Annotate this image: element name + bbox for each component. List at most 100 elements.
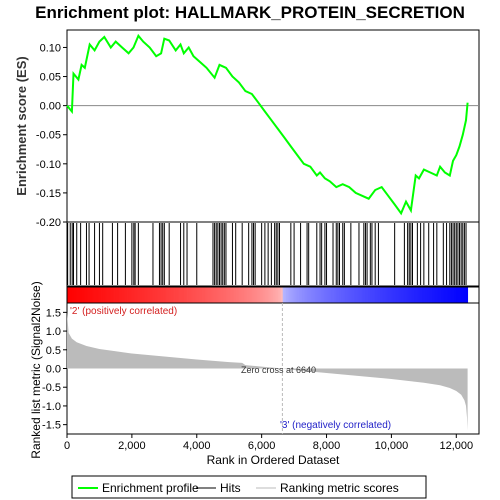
heatmap-cell: [459, 287, 462, 303]
heatmap-cell: [217, 287, 220, 303]
heatmap-cell: [381, 287, 384, 303]
heatmap-panel: [66, 286, 480, 304]
heatmap-cell: [130, 287, 133, 303]
heatmap-cell: [88, 287, 91, 303]
heatmap-cell: [152, 287, 155, 303]
heatmap-cell: [169, 287, 172, 303]
heatmap-cell: [227, 287, 230, 303]
legend-label: Ranking metric scores: [280, 481, 399, 495]
es-y-tick-label: -0.05: [36, 130, 61, 142]
x-tick-label: 8,000: [313, 440, 341, 452]
heatmap-cell: [362, 287, 365, 303]
x-tick-label: 4,000: [183, 440, 211, 452]
heatmap-cell: [388, 287, 391, 303]
heatmap-cell: [81, 287, 84, 303]
heatmap-cell: [279, 287, 282, 303]
heatmap-cell: [206, 287, 209, 303]
heatmap-cell: [297, 287, 300, 303]
x-tick-label: 10,000: [375, 440, 409, 452]
es-y-tick-label: 0.05: [40, 72, 61, 84]
heatmap-cell: [260, 287, 263, 303]
heatmap-cell: [406, 287, 409, 303]
heatmap-cell: [284, 287, 287, 303]
heatmap-cell: [274, 287, 277, 303]
heatmap-cell: [175, 287, 178, 303]
heatmap-cell: [238, 287, 241, 303]
heatmap-cell: [164, 287, 167, 303]
heatmap-cell: [464, 287, 467, 303]
heatmap-cell: [266, 287, 269, 303]
heatmap-cell: [195, 287, 198, 303]
heatmap-cell: [115, 287, 118, 303]
heatmap-cell: [352, 287, 355, 303]
heatmap-cell: [444, 287, 447, 303]
heatmap-cell: [208, 287, 211, 303]
heatmap-cell: [370, 287, 373, 303]
heatmap-cell: [125, 287, 128, 303]
heatmap-cell: [354, 287, 357, 303]
heatmap-cell: [253, 287, 256, 303]
metric-y-tick-label: 1.0: [46, 326, 61, 338]
heatmap-cell: [248, 287, 251, 303]
es-y-tick-label: 0.10: [40, 42, 61, 54]
heatmap-cell: [225, 287, 228, 303]
heatmap-cell: [399, 287, 402, 303]
heatmap-cell: [394, 287, 397, 303]
heatmap-cell: [167, 287, 170, 303]
heatmap-cell: [456, 287, 459, 303]
zero-cross-label: Zero cross at 6640: [241, 365, 316, 375]
heatmap-cell: [154, 287, 157, 303]
heatmap-cell: [422, 287, 425, 303]
heatmap-cell: [298, 287, 301, 303]
heatmap-cell: [144, 287, 147, 303]
heatmap-cell: [148, 287, 151, 303]
heatmap-cell: [110, 287, 113, 303]
heatmap-cell: [303, 287, 306, 303]
heatmap-cell: [323, 287, 326, 303]
heatmap-cell: [457, 287, 460, 303]
heatmap-cell: [232, 287, 235, 303]
heatmap-cell: [135, 287, 138, 303]
heatmap-cell: [75, 287, 78, 303]
heatmap-cell: [307, 287, 310, 303]
heatmap-cell: [212, 287, 216, 303]
heatmap-cell: [92, 287, 95, 303]
heatmap-cell: [308, 287, 311, 303]
es-y-tick-label: 0.00: [40, 101, 61, 113]
heatmap-cell: [138, 287, 141, 303]
heatmap-cell: [190, 287, 193, 303]
heatmap-cell: [157, 287, 160, 303]
heatmap-cell: [344, 287, 347, 303]
heatmap-cell: [203, 287, 206, 303]
es-y-tick-label: -0.15: [36, 188, 61, 200]
heatmap-cell: [268, 287, 271, 303]
heatmap-cell: [383, 287, 386, 303]
heatmap-cell: [282, 287, 285, 303]
heatmap-cell: [428, 287, 431, 303]
metric-y-tick-label: 0.5: [46, 345, 61, 357]
heatmap-cell: [328, 287, 331, 303]
heatmap-cell: [448, 287, 451, 303]
heatmap-cell: [120, 287, 123, 303]
heatmap-cell: [427, 287, 430, 303]
heatmap-cell: [365, 287, 368, 303]
positive-correlation-label: '2' (positively correlated): [70, 306, 177, 317]
heatmap-cell: [446, 287, 449, 303]
metric-y-tick-label: 0.0: [46, 364, 61, 376]
heatmap-cell: [436, 287, 439, 303]
heatmap-cell: [316, 287, 319, 303]
heatmap-cell: [73, 287, 76, 303]
heatmap-cell: [396, 287, 399, 303]
metric-y-tick-label: -1.0: [42, 401, 61, 413]
heatmap-cell: [273, 287, 276, 303]
legend-items: Enrichment profile Hits Ranking metric sco…: [78, 481, 399, 495]
heatmap-cell: [118, 287, 121, 303]
legend-label: Enrichment profile: [102, 481, 199, 495]
x-tick-label: 12,000: [439, 440, 473, 452]
heatmap-cell: [161, 287, 164, 303]
heatmap-cell: [263, 287, 266, 303]
heatmap-cell: [334, 287, 337, 303]
metric-y-tick-label: -1.5: [42, 420, 61, 432]
heatmap-cell: [443, 287, 446, 303]
heatmap-cell: [107, 287, 110, 303]
